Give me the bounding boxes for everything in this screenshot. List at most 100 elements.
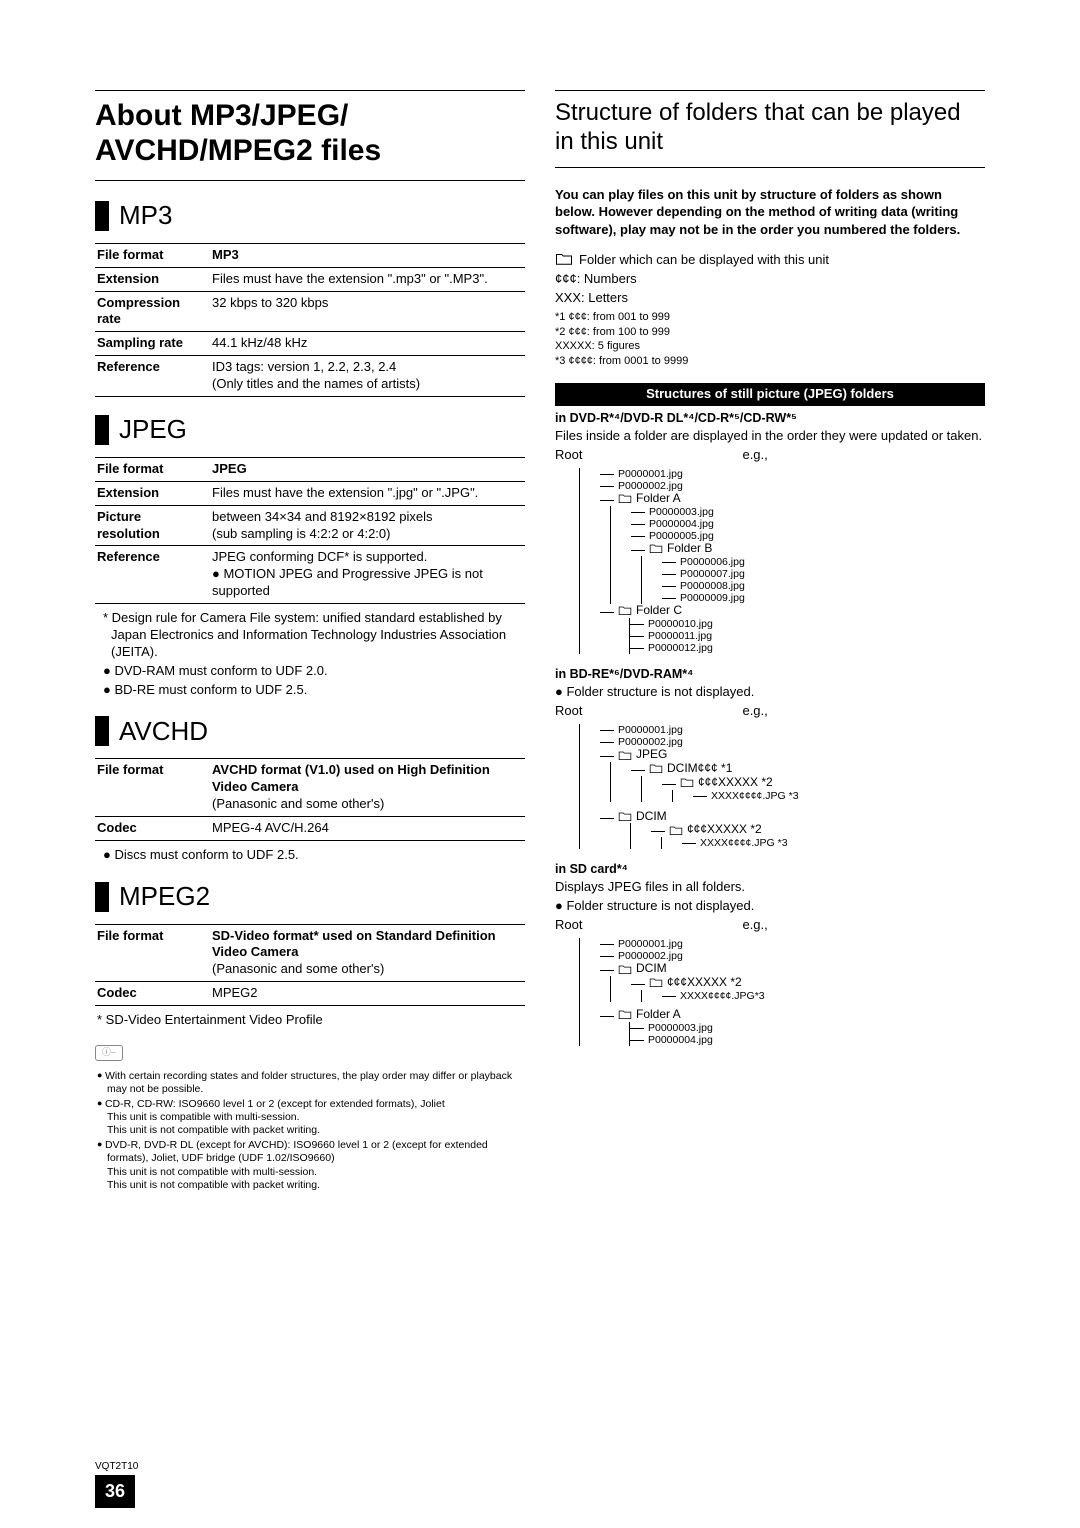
footnote-1: With certain recording states and folder… xyxy=(95,1070,525,1096)
fine-print: With certain recording states and folder… xyxy=(95,1070,525,1192)
footer-code: VQT2T10 xyxy=(95,1460,138,1473)
mp3-extension-value: Files must have the extension ".mp3" or … xyxy=(210,267,525,291)
avchd-codec-label: Codec xyxy=(95,816,210,840)
folder-icon xyxy=(618,1009,632,1020)
folder-icon xyxy=(669,825,683,836)
bdre-tree: P0000001.jpg P0000002.jpg JPEG DCIM¢¢¢ *… xyxy=(555,724,985,849)
sd-title: in SD card*⁴ xyxy=(555,861,985,877)
mp3-sampling-value: 44.1 kHz/48 kHz xyxy=(210,332,525,356)
mp3-reference-value: ID3 tags: version 1, 2.2, 2.3, 2.4 (Only… xyxy=(210,356,525,397)
tree-folder: ¢¢¢XXXXX *2 xyxy=(631,976,985,990)
legend-numbers: ¢¢¢: Numbers xyxy=(555,271,985,288)
mpeg2-table: File format SD-Video format* used on Sta… xyxy=(95,924,525,1007)
mpeg2-note-1: * SD-Video Entertainment Video Profile xyxy=(97,1012,525,1029)
sd-tree-header: Root e.g., xyxy=(555,917,985,934)
footnote-3: DVD-R, DVD-R DL (except for AVCHD): ISO9… xyxy=(95,1139,525,1192)
jpeg-extension-label: Extension xyxy=(95,481,210,505)
folder-icon xyxy=(680,777,694,788)
jpeg-heading: JPEG xyxy=(95,413,525,447)
folder-icon xyxy=(649,763,663,774)
structure-heading: Structure of folders that can be played … xyxy=(555,90,985,168)
small-note-2b: XXXXX: 5 figures xyxy=(555,340,985,354)
tree-file: P0000003.jpg xyxy=(631,506,985,518)
dvd-title: in DVD-R*⁴/DVD-R DL*⁴/CD-R*⁵/CD-RW*⁵ xyxy=(555,410,985,426)
mpeg2-codec-value: MPEG2 xyxy=(210,982,525,1006)
sd-root: Root xyxy=(555,917,582,934)
jpeg-resolution-value: between 34×34 and 8192×8192 pixels (sub … xyxy=(210,505,525,546)
legend-folder: Folder which can be displayed with this … xyxy=(555,252,985,269)
jpeg-table: File format JPEG Extension Files must ha… xyxy=(95,457,525,604)
tree-file: P0000004.jpg xyxy=(629,1034,985,1046)
main-title: About MP3/JPEG/ AVCHD/MPEG2 files xyxy=(95,90,525,181)
mp3-extension-label: Extension xyxy=(95,267,210,291)
jpeg-note-3: ● BD-RE must conform to UDF 2.5. xyxy=(103,682,525,699)
avchd-heading: AVCHD xyxy=(95,715,525,749)
jpeg-reference-value: JPEG conforming DCF* is supported. ● MOT… xyxy=(210,546,525,604)
mp3-compression-label: Compression rate xyxy=(95,291,210,332)
dvd-tree-header: Root e.g., xyxy=(555,447,985,464)
tree-file: P0000003.jpg xyxy=(629,1022,985,1034)
mp3-file-format-label: File format xyxy=(95,243,210,267)
folder-icon xyxy=(618,811,632,822)
tree-folder: DCIM xyxy=(600,962,985,976)
folder-icon xyxy=(649,977,663,988)
mp3-sampling-label: Sampling rate xyxy=(95,332,210,356)
mp3-compression-value: 32 kbps to 320 kbps xyxy=(210,291,525,332)
tree-file: P0000009.jpg xyxy=(662,592,985,604)
tree-folder: Folder B xyxy=(631,542,985,556)
dvd-root: Root xyxy=(555,447,582,464)
tree-file: P0000004.jpg xyxy=(631,518,985,530)
page-number: 36 xyxy=(95,1475,135,1508)
legend-folder-text: Folder which can be displayed with this … xyxy=(579,252,829,269)
avchd-table: File format AVCHD format (V1.0) used on … xyxy=(95,758,525,841)
tree-folder: ¢¢¢XXXXX *2 xyxy=(662,776,985,790)
sd-eg: e.g., xyxy=(742,917,767,934)
small-note-1: *1 ¢¢¢: from 001 to 999 xyxy=(555,311,985,325)
mpeg2-notes: * SD-Video Entertainment Video Profile xyxy=(97,1012,525,1029)
jpeg-file-format-value: JPEG xyxy=(210,457,525,481)
right-column: Structure of folders that can be played … xyxy=(555,90,985,1194)
mpeg2-file-format-value-1: SD-Video format* used on Standard Defini… xyxy=(212,928,496,960)
tree-folder: JPEG xyxy=(600,748,985,762)
jpeg-reference-label: Reference xyxy=(95,546,210,604)
mpeg2-heading: MPEG2 xyxy=(95,880,525,914)
legend-small-notes: *1 ¢¢¢: from 001 to 999 *2 ¢¢¢: from 100… xyxy=(555,311,985,369)
mpeg2-file-format-label: File format xyxy=(95,924,210,982)
folder-icon xyxy=(618,493,632,504)
avchd-note-1: ● Discs must conform to UDF 2.5. xyxy=(103,847,525,864)
folder-icon xyxy=(618,964,632,975)
dvd-tree: P0000001.jpg P0000002.jpg Folder A P0000… xyxy=(555,468,985,654)
tree-file: P0000011.jpg xyxy=(629,630,985,642)
mp3-reference-label: Reference xyxy=(95,356,210,397)
tree-folder: Folder A xyxy=(600,492,985,506)
bdre-desc: ● Folder structure is not displayed. xyxy=(555,684,985,701)
tree-folder: Folder A xyxy=(600,1008,985,1022)
note-icon: ⓘ⎯ xyxy=(95,1045,123,1061)
tree-folder: Folder C xyxy=(600,604,985,618)
tree-file: P0000008.jpg xyxy=(662,580,985,592)
bdre-title: in BD-RE*⁶/DVD-RAM*⁴ xyxy=(555,666,985,682)
tree-folder: DCIM xyxy=(600,810,985,824)
avchd-file-format-value-1: AVCHD format (V1.0) used on High Definit… xyxy=(212,762,490,794)
tree-file: P0000012.jpg xyxy=(629,642,985,654)
avchd-codec-value: MPEG-4 AVC/H.264 xyxy=(210,816,525,840)
structure-intro: You can play files on this unit by struc… xyxy=(555,186,985,239)
bdre-tree-header: Root e.g., xyxy=(555,703,985,720)
tree-file: P0000001.jpg xyxy=(600,468,985,480)
left-column: About MP3/JPEG/ AVCHD/MPEG2 files MP3 Fi… xyxy=(95,90,525,1194)
legend-letters: XXX: Letters xyxy=(555,290,985,307)
sd-desc-1: Displays JPEG files in all folders. xyxy=(555,879,985,896)
mp3-heading: MP3 xyxy=(95,199,525,233)
avchd-notes: ● Discs must conform to UDF 2.5. xyxy=(103,847,525,864)
mp3-file-format-value: MP3 xyxy=(210,243,525,267)
tree-file: XXXX¢¢¢¢.JPG *3 xyxy=(693,790,985,802)
dvd-desc: Files inside a folder are displayed in t… xyxy=(555,428,985,445)
tree-folder: DCIM¢¢¢ *1 xyxy=(631,762,985,776)
folder-icon xyxy=(649,543,663,554)
jpeg-resolution-label: Picture resolution xyxy=(95,505,210,546)
sd-desc-2: ● Folder structure is not displayed. xyxy=(555,898,985,915)
footnote-2: CD-R, CD-RW: ISO9660 level 1 or 2 (excep… xyxy=(95,1098,525,1137)
mpeg2-file-format-value-2: (Panasonic and some other's) xyxy=(212,961,384,976)
jpeg-note-2: ● DVD-RAM must conform to UDF 2.0. xyxy=(103,663,525,680)
jpeg-note-1: * Design rule for Camera File system: un… xyxy=(103,610,525,661)
